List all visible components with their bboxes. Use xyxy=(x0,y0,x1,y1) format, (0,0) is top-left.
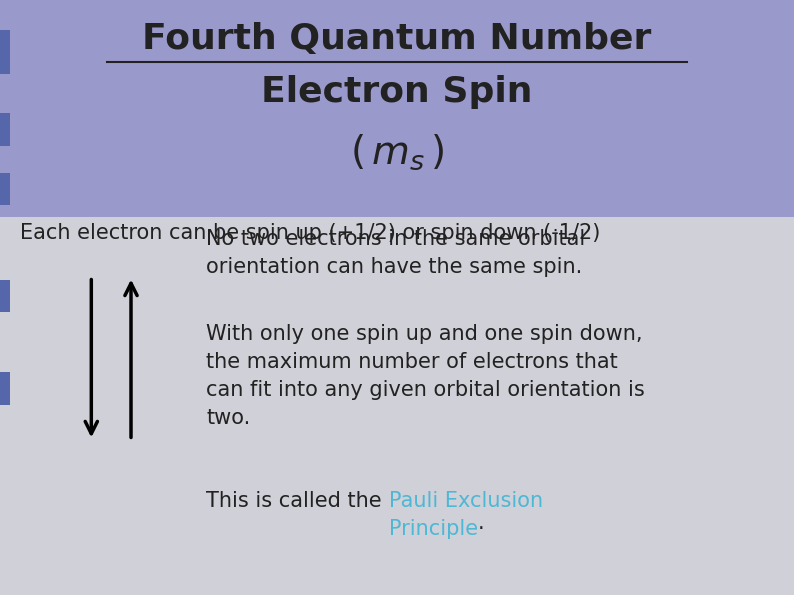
Bar xyxy=(0,280,10,312)
Text: .: . xyxy=(478,513,484,533)
Text: With only one spin up and one spin down,
the maximum number of electrons that
ca: With only one spin up and one spin down,… xyxy=(206,324,646,428)
Text: Electron Spin: Electron Spin xyxy=(261,75,533,109)
Bar xyxy=(0,30,10,74)
Text: $( \, m_s \, )$: $( \, m_s \, )$ xyxy=(349,132,445,171)
Bar xyxy=(0,173,10,205)
Text: No two electrons in the same orbital
orientation can have the same spin.: No two electrons in the same orbital ori… xyxy=(206,229,586,277)
Text: This is called the: This is called the xyxy=(206,491,389,511)
Text: Each electron can be spin up (+1/2) or spin down (-1/2): Each electron can be spin up (+1/2) or s… xyxy=(20,223,600,243)
Text: Fourth Quantum Number: Fourth Quantum Number xyxy=(142,21,652,56)
Bar xyxy=(0,372,10,405)
Bar xyxy=(0,217,794,595)
Bar xyxy=(0,0,794,217)
Text: Principle: Principle xyxy=(389,513,478,533)
Bar xyxy=(0,113,10,146)
Text: Pauli Exclusion
Principle: Pauli Exclusion Principle xyxy=(389,491,543,539)
